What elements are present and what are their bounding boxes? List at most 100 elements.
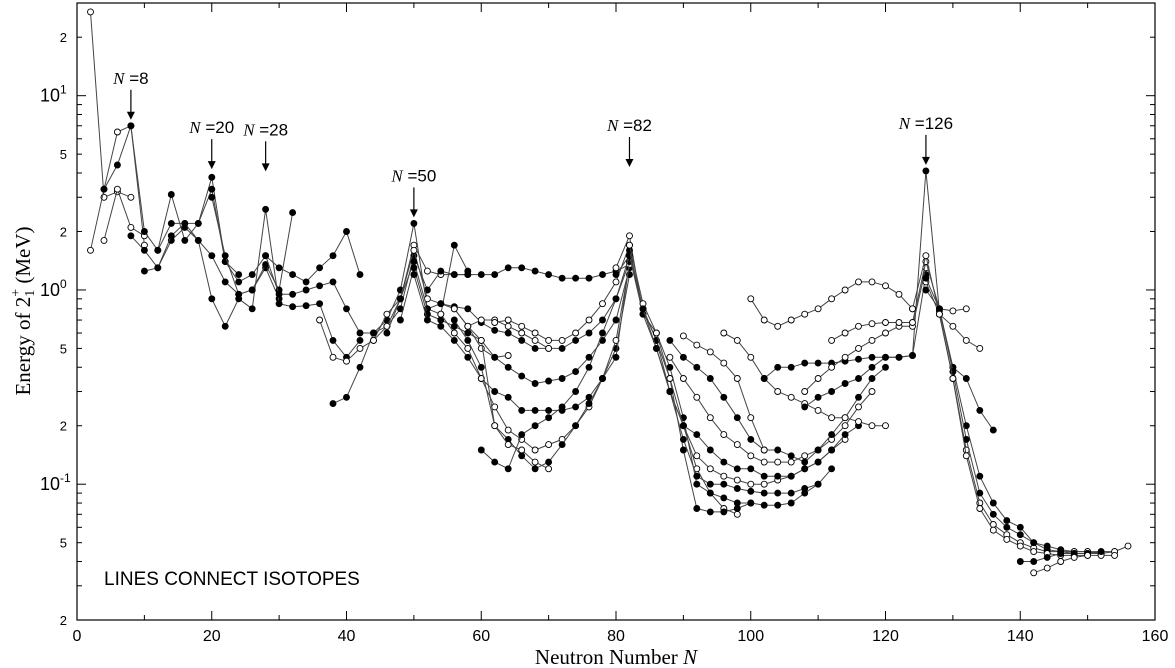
data-point-filled — [558, 441, 566, 449]
data-point-filled — [962, 375, 970, 382]
data-point-open — [976, 344, 984, 352]
series-line — [925, 289, 1115, 555]
x-tick-label: 20 — [203, 628, 221, 645]
data-point-open — [855, 322, 862, 330]
data-point-filled — [370, 329, 377, 337]
data-point-open — [976, 505, 984, 512]
data-point-open — [882, 422, 889, 430]
data-point-open — [531, 336, 539, 344]
data-point-filled — [329, 252, 337, 260]
data-point-filled — [814, 480, 822, 488]
data-point-open — [733, 336, 741, 344]
data-point-filled — [1030, 539, 1038, 547]
data-point-filled — [343, 305, 350, 313]
data-point-filled — [1016, 523, 1024, 531]
data-point-filled — [868, 363, 876, 371]
data-point-filled — [302, 278, 310, 286]
x-tick-label: 140 — [1007, 628, 1034, 645]
data-point-open — [747, 295, 755, 303]
data-point-filled — [828, 431, 836, 439]
y-axis: 10-1 100 101 2 5 2 5 2 5 2 — [40, 2, 1155, 628]
series-line — [319, 243, 468, 362]
data-point-filled — [639, 305, 647, 313]
data-point-filled — [518, 372, 526, 380]
data-point-open — [477, 316, 485, 324]
data-point-filled — [652, 344, 660, 352]
series-layer — [87, 8, 1132, 577]
data-point-filled — [612, 353, 620, 361]
data-point-filled — [154, 264, 162, 272]
data-point-filled — [248, 305, 256, 313]
data-point-open — [316, 316, 324, 324]
data-point-open — [774, 322, 782, 330]
isotope-series — [666, 336, 889, 466]
data-point-open — [801, 388, 809, 395]
data-point-open — [733, 510, 741, 518]
data-point-filled — [127, 232, 135, 240]
data-point-open — [962, 305, 970, 313]
data-point-filled — [666, 363, 674, 371]
data-point-open — [626, 232, 633, 240]
data-point-filled — [693, 472, 701, 480]
annotation-label: N =126 — [898, 114, 953, 133]
annotation-arrowhead — [409, 209, 418, 218]
data-point-filled — [167, 219, 175, 227]
data-point-open — [868, 336, 876, 344]
series-line — [615, 254, 751, 513]
data-point-filled — [679, 435, 687, 443]
magic-number-annotation: N =20 — [188, 118, 234, 170]
data-point-filled — [316, 264, 324, 272]
data-point-open — [504, 352, 512, 359]
series-line — [629, 255, 819, 506]
data-point-filled — [585, 353, 593, 361]
data-point-filled — [801, 403, 809, 411]
data-point-filled — [531, 344, 539, 352]
data-point-open — [491, 319, 499, 326]
series-line — [494, 245, 630, 341]
data-point-filled — [733, 414, 741, 422]
data-point-filled — [302, 286, 310, 294]
data-point-filled — [774, 501, 782, 509]
data-point-filled — [518, 406, 526, 414]
annotation-arrowhead — [625, 158, 634, 167]
data-point-open — [1057, 558, 1065, 565]
data-point-filled — [706, 446, 714, 454]
data-point-filled — [679, 422, 687, 430]
chart-note: LINES CONNECT ISOTOPES — [104, 569, 360, 590]
data-point-open — [585, 316, 593, 324]
data-point-open — [828, 336, 836, 344]
data-point-filled — [383, 329, 391, 337]
annotation-label: N =50 — [390, 166, 436, 185]
series-line — [265, 223, 469, 334]
data-point-filled — [989, 499, 997, 507]
data-point-open — [706, 348, 714, 356]
annotation-arrowhead — [207, 161, 216, 170]
data-point-filled — [706, 489, 714, 497]
data-point-filled — [679, 446, 687, 454]
data-point-filled — [720, 480, 728, 488]
data-point-open — [760, 316, 768, 324]
data-point-filled — [504, 264, 512, 272]
data-point-filled — [396, 316, 404, 324]
x-tick-label: 120 — [872, 628, 899, 645]
data-point-filled — [1097, 548, 1105, 556]
data-point-filled — [221, 252, 229, 260]
data-point-open — [720, 431, 728, 439]
data-point-filled — [235, 290, 243, 298]
y-minor-label: 2 — [60, 613, 67, 628]
data-point-open — [706, 414, 714, 422]
data-point-open — [922, 252, 930, 260]
data-point-filled — [855, 393, 862, 401]
data-point-filled — [343, 393, 350, 401]
data-point-filled — [289, 303, 297, 311]
data-point-filled — [706, 508, 714, 516]
data-point-open — [545, 336, 553, 344]
data-point-filled — [814, 359, 822, 367]
data-point-open — [1084, 551, 1092, 559]
series-line — [669, 340, 886, 463]
data-point-filled — [693, 505, 701, 512]
data-point-open — [87, 246, 94, 254]
data-point-filled — [450, 241, 458, 249]
isotope-series — [612, 252, 755, 516]
